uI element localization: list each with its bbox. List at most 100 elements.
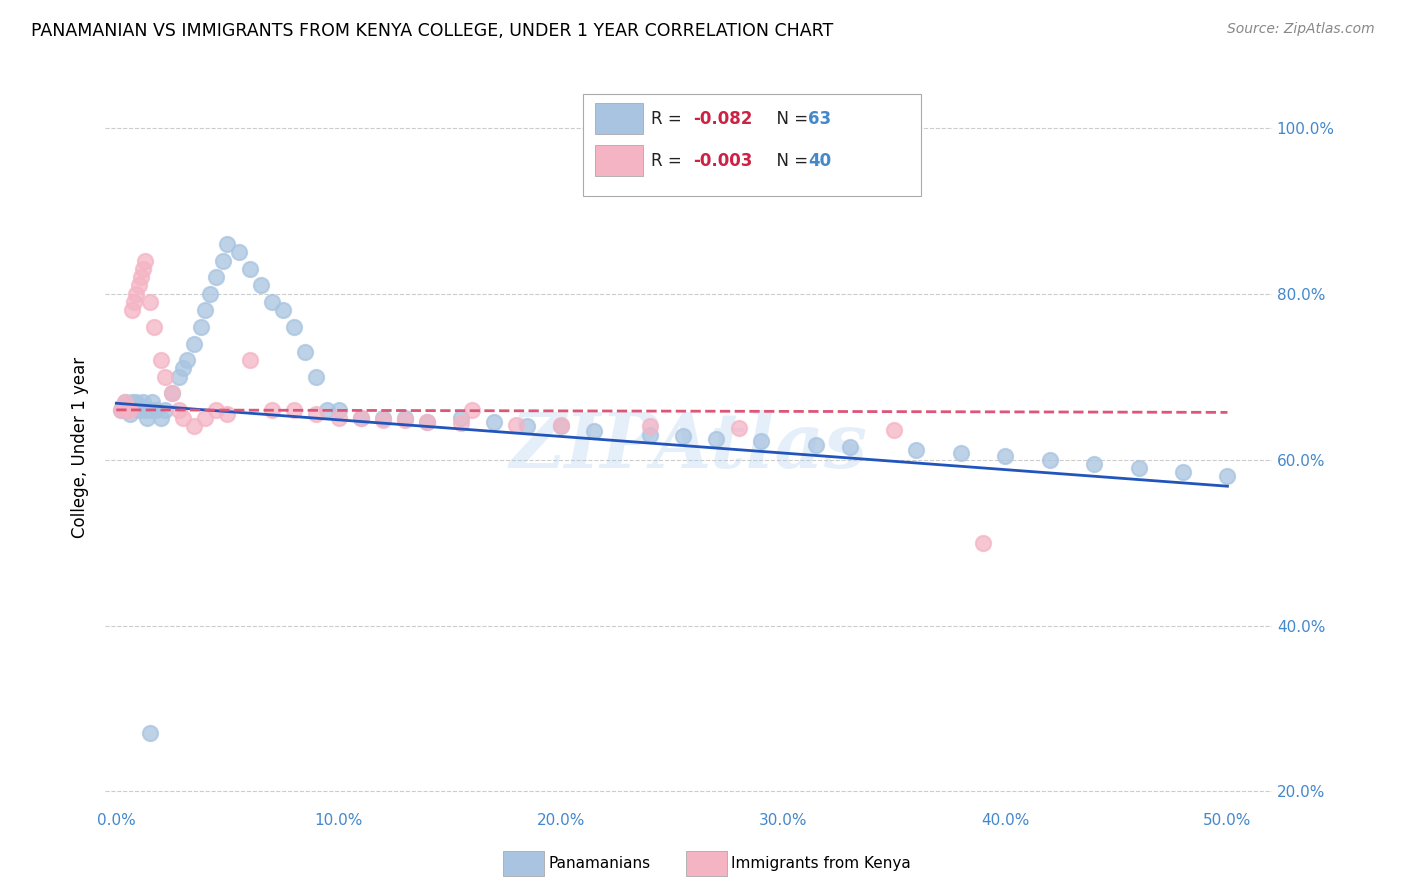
Point [129, 270, 152, 285]
Point [239, 261, 262, 276]
Point [516, 419, 538, 434]
Point [149, 353, 172, 368]
Point [183, 419, 205, 434]
Point [704, 432, 727, 446]
Point [416, 415, 439, 429]
Point [118, 403, 141, 417]
Point [114, 394, 136, 409]
Point [136, 411, 159, 425]
Point [114, 394, 136, 409]
Text: ZIPAtlas: ZIPAtlas [509, 410, 868, 484]
Point [806, 438, 828, 452]
Point [176, 353, 198, 368]
Point [183, 336, 205, 351]
Point [128, 403, 150, 417]
Point [316, 403, 339, 417]
Point [172, 361, 194, 376]
Point [482, 415, 505, 429]
Point [994, 449, 1017, 463]
Point [1171, 465, 1194, 479]
Point [638, 427, 661, 442]
Point [1083, 457, 1105, 471]
Point [505, 417, 527, 432]
Point [138, 295, 160, 310]
Point [217, 407, 239, 421]
Point [205, 403, 228, 417]
Point [132, 394, 155, 409]
Point [271, 303, 294, 318]
Point [1039, 452, 1062, 467]
Text: 40: 40 [808, 152, 831, 169]
Point [125, 394, 148, 409]
Text: N =: N = [766, 110, 814, 128]
Point [172, 411, 194, 425]
Text: -0.082: -0.082 [693, 110, 752, 128]
Text: -0.003: -0.003 [693, 152, 752, 169]
Point [117, 403, 139, 417]
Point [111, 399, 134, 413]
Point [371, 413, 394, 427]
Point [283, 320, 305, 334]
Point [121, 303, 143, 318]
Point [638, 419, 661, 434]
Point [416, 415, 439, 429]
Point [260, 295, 283, 310]
Point [134, 253, 156, 268]
Point [260, 403, 283, 417]
Point [328, 403, 350, 417]
Point [194, 303, 217, 318]
Point [228, 245, 250, 260]
Point [194, 411, 217, 425]
Point [138, 403, 160, 417]
Point [121, 394, 143, 409]
Point [328, 411, 350, 425]
Text: Panamanians: Panamanians [548, 856, 651, 871]
Text: PANAMANIAN VS IMMIGRANTS FROM KENYA COLLEGE, UNDER 1 YEAR CORRELATION CHART: PANAMANIAN VS IMMIGRANTS FROM KENYA COLL… [31, 22, 834, 40]
Point [394, 413, 416, 427]
Point [283, 403, 305, 417]
Point [149, 411, 172, 425]
Point [672, 429, 695, 443]
Point [122, 399, 145, 413]
Point [212, 253, 235, 268]
Point [122, 295, 145, 310]
Point [160, 386, 183, 401]
Point [972, 535, 994, 549]
Point [394, 411, 416, 425]
Point [134, 403, 156, 417]
Point [305, 369, 328, 384]
Point [371, 411, 394, 425]
Point [905, 442, 928, 457]
Point [111, 399, 134, 413]
Point [838, 440, 860, 454]
Text: Immigrants from Kenya: Immigrants from Kenya [731, 856, 911, 871]
Text: 63: 63 [808, 110, 831, 128]
Point [198, 286, 221, 301]
Point [350, 411, 373, 425]
Text: R =: R = [651, 152, 688, 169]
Point [550, 419, 572, 434]
Point [117, 403, 139, 417]
Point [125, 286, 148, 301]
Point [305, 407, 328, 421]
Point [129, 399, 152, 413]
Point [167, 369, 190, 384]
Point [160, 386, 183, 401]
Point [461, 403, 484, 417]
Point [145, 403, 167, 417]
Text: R =: R = [651, 110, 688, 128]
Point [294, 344, 316, 359]
Point [550, 417, 572, 432]
Point [143, 320, 166, 334]
Point [583, 424, 606, 438]
Y-axis label: College, Under 1 year: College, Under 1 year [72, 357, 89, 538]
Point [450, 416, 472, 430]
Point [110, 403, 132, 417]
Point [155, 403, 177, 417]
Point [949, 446, 972, 460]
Point [450, 411, 472, 425]
Text: N =: N = [766, 152, 814, 169]
Point [749, 434, 772, 449]
Point [155, 369, 177, 384]
Point [141, 394, 163, 409]
